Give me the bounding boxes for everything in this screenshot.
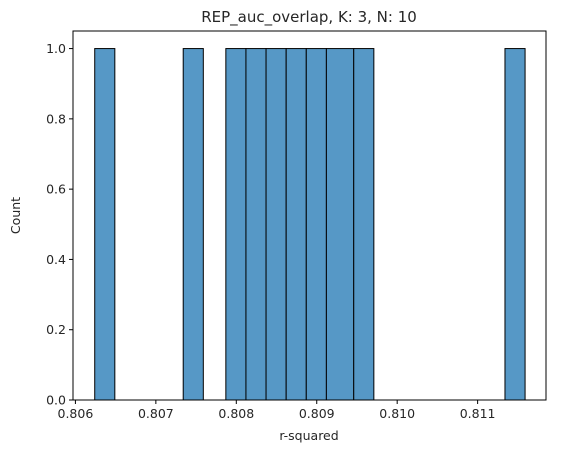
histogram-bar-10 [504, 48, 526, 401]
bars-layer [94, 48, 526, 401]
y-tick-label-6: 1.0 [46, 41, 66, 56]
histogram-bar-5 [265, 48, 287, 401]
x-tick-label-2: 0.807 [138, 406, 174, 421]
histogram-bar-4 [245, 48, 267, 401]
histogram-bar-9 [353, 48, 375, 401]
y-tick-label-5: 0.8 [46, 111, 66, 126]
x-axis: 0.806 0.807 0.808 0.809 0.810 0.811 [58, 400, 496, 421]
x-tick-label-5: 0.810 [379, 406, 415, 421]
y-tick-label-4: 0.6 [46, 182, 66, 197]
y-axis: 0.0 0.2 0.4 0.6 0.8 1.0 [46, 41, 73, 408]
x-tick-label-3: 0.808 [218, 406, 254, 421]
x-axis-title: r-squared [279, 428, 338, 443]
x-tick-label-1: 0.806 [58, 406, 94, 421]
y-tick-label-2: 0.2 [46, 322, 66, 337]
plot-frame [72, 30, 547, 401]
histogram-bar-1 [94, 48, 116, 401]
histogram-bar-7 [305, 48, 327, 401]
y-axis-title: Count [8, 197, 23, 234]
histogram-bar-8 [325, 48, 355, 401]
histogram-bar-3 [225, 48, 247, 401]
histogram-bar-6 [285, 48, 307, 401]
x-tick-label-6: 0.811 [460, 406, 496, 421]
chart-title: REP_auc_overlap, K: 3, N: 10 [201, 8, 417, 27]
x-tick-label-4: 0.809 [299, 406, 335, 421]
histogram-bar-2 [182, 48, 204, 401]
y-tick-label-3: 0.4 [46, 252, 66, 267]
y-tick-label-1: 0.0 [46, 393, 66, 408]
